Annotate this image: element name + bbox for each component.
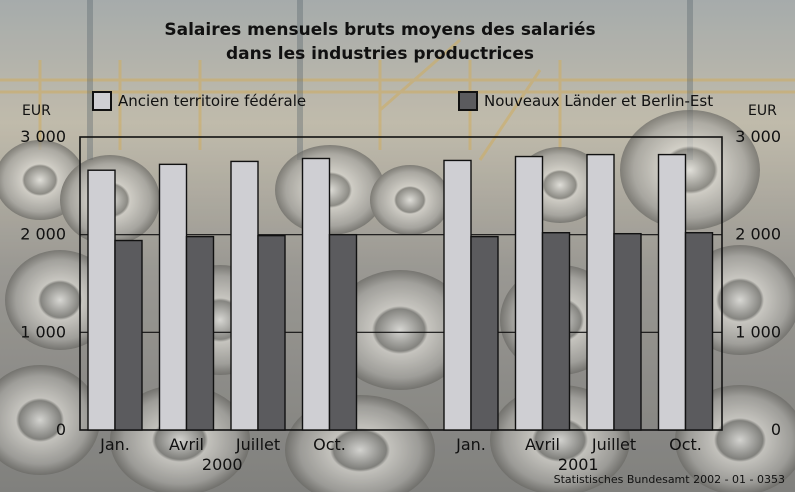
y-tick-label-left: 0 (56, 420, 66, 439)
x-group-label: 2000 (202, 455, 243, 474)
x-tick-label: Oct. (669, 435, 702, 454)
bar-nouveaux-lander (684, 232, 714, 431)
bar-nouveaux-lander (541, 232, 571, 431)
legend-label-nouveaux-lander: Nouveaux Länder et Berlin-Est (484, 92, 714, 110)
bar-nouveaux-lander (470, 235, 499, 431)
bar-ancien-territoire (586, 153, 615, 431)
chart-title-line-1: Salaires mensuels bruts moyens des salar… (164, 20, 596, 40)
bar-nouveaux-lander (185, 235, 215, 431)
y-tick-label-left: 1 000 (20, 322, 66, 341)
x-tick-label: Juillet (591, 435, 636, 454)
x-tick-label: Jan. (99, 435, 130, 454)
legend-item-nouveaux-lander: Nouveaux Länder et Berlin-Est (458, 89, 713, 113)
chart-title-line-2: dans les industries productrices (225, 44, 535, 64)
bar-nouveaux-lander (257, 234, 286, 431)
plot-frame (79, 136, 723, 431)
bar-ancien-territoire (158, 163, 188, 431)
bar-ancien-territoire (87, 169, 116, 431)
legend-swatch-nouveaux-lander (458, 91, 478, 111)
chart-title: Salaires mensuels bruts moyens des salar… (150, 18, 610, 66)
x-tick-label: Avril (525, 435, 560, 454)
source-note: Statistisches Bundesamt 2002 - 01 - 0353 (553, 473, 785, 486)
x-tick-label: Avril (169, 435, 204, 454)
bar-nouveaux-lander (328, 233, 358, 431)
x-tick-label: Oct. (313, 435, 346, 454)
bar-ancien-territoire (443, 159, 472, 431)
y-tick-label-right: 3 000 (735, 127, 781, 146)
y-tick-label-left: 2 000 (20, 225, 66, 244)
bar-nouveaux-lander (114, 239, 143, 431)
x-tick-label: Juillet (235, 435, 280, 454)
y-tick-label-right: 0 (771, 420, 781, 439)
bar-ancien-territoire (301, 157, 331, 431)
y-axis-unit-right: EUR (748, 103, 777, 119)
y-axis-unit-left: EUR (22, 103, 51, 119)
y-tick-label-right: 1 000 (735, 322, 781, 341)
x-tick-label: Jan. (455, 435, 486, 454)
bar-nouveaux-lander (613, 232, 642, 431)
y-tick-label-right: 2 000 (735, 225, 781, 244)
bar-ancien-territoire (514, 155, 544, 431)
y-tick-label-left: 3 000 (20, 127, 66, 146)
x-group-label: 2001 (558, 455, 599, 474)
legend-item-ancien-territoire: Ancien territoire fédérale (92, 89, 306, 113)
bar-ancien-territoire (657, 153, 687, 431)
legend-label-ancien-territoire: Ancien territoire fédérale (118, 92, 307, 110)
legend-swatch-ancien-territoire (92, 91, 112, 111)
bar-ancien-territoire (230, 160, 259, 431)
